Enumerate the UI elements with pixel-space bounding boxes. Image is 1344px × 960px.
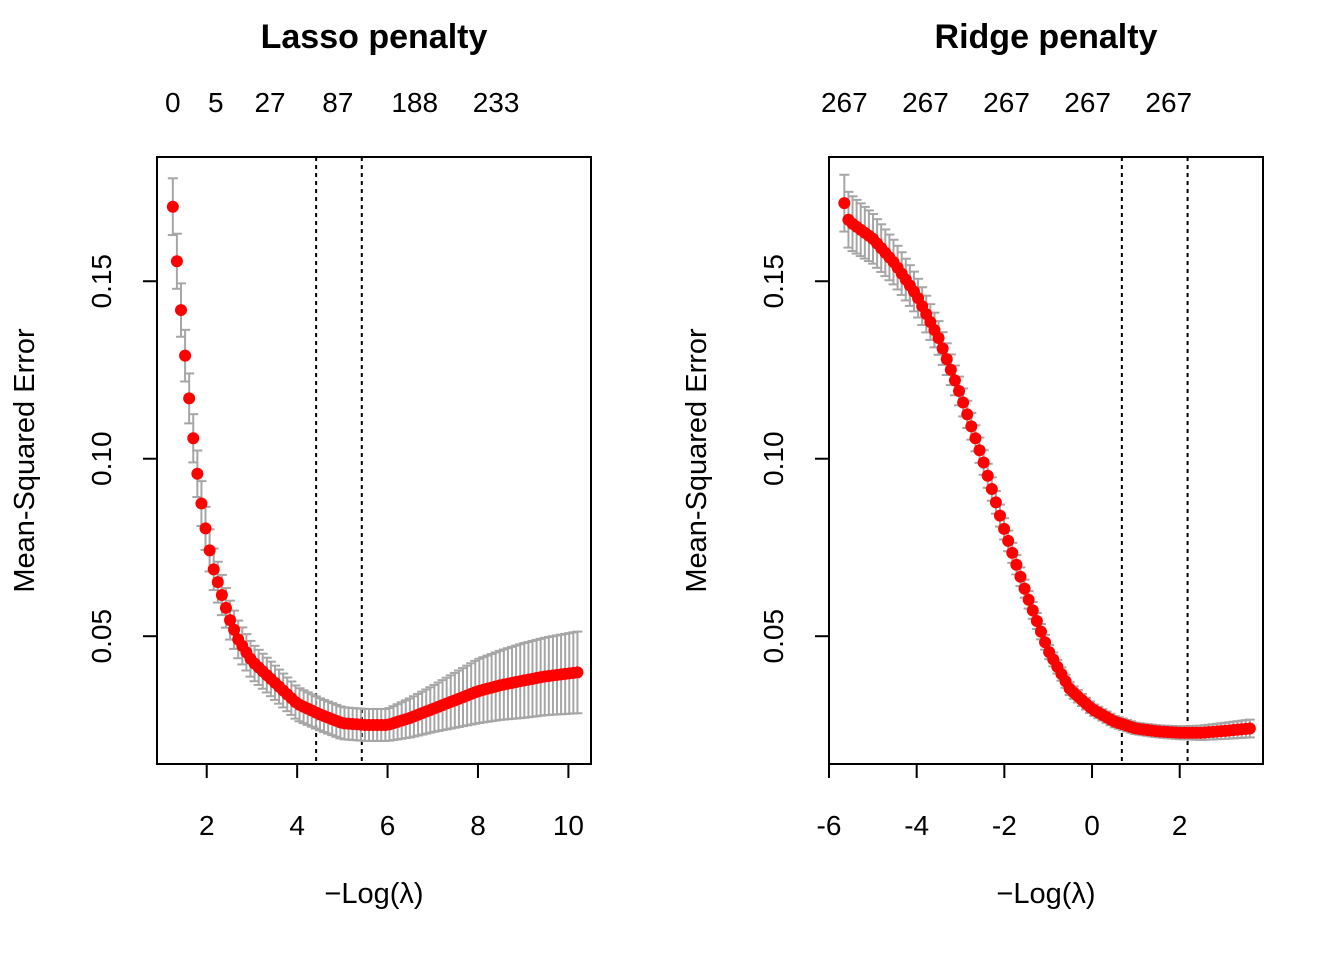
cv-point (998, 522, 1011, 535)
x-tick-label: -6 (817, 810, 842, 841)
chart-title: Lasso penalty (261, 18, 488, 56)
top-axis-label: 267 (1145, 87, 1192, 118)
y-tick-label: 0.10 (758, 431, 789, 486)
top-axis-label: 267 (983, 87, 1030, 118)
cv-point (203, 544, 216, 557)
cv-point (981, 469, 994, 482)
cv-point (948, 374, 961, 387)
x-tick-label: 10 (553, 810, 584, 841)
top-axis-label: 0 (165, 87, 181, 118)
top-axis-label: 27 (254, 87, 285, 118)
cv-point (953, 384, 966, 397)
x-axis-label-main: Log(λ) (341, 878, 423, 910)
x-tick-label: 6 (380, 810, 396, 841)
cv-point (166, 200, 179, 213)
y-tick-label: 0.10 (86, 431, 117, 486)
top-axis-label: 267 (1064, 87, 1111, 118)
y-tick-label: 0.15 (86, 254, 117, 309)
x-tick-label: 8 (470, 810, 486, 841)
cv-point (977, 456, 990, 469)
cv-point (195, 497, 208, 510)
cv-point (228, 623, 241, 636)
cv-point (940, 353, 953, 366)
y-tick-label: 0.05 (86, 609, 117, 664)
top-axis-label: 267 (902, 87, 949, 118)
x-tick-label: 4 (289, 810, 305, 841)
chart-title: Ridge penalty (935, 18, 1158, 56)
top-axis-label: 188 (391, 87, 438, 118)
cv-point (969, 432, 982, 445)
cv-point (174, 304, 187, 317)
cv-point (1018, 582, 1031, 595)
cv-point (1010, 558, 1023, 571)
cv-point (224, 614, 237, 627)
cv-point (211, 576, 224, 589)
cv-point (1243, 722, 1256, 735)
cv-point (219, 601, 232, 614)
cv-point (957, 396, 970, 409)
x-tick-label: 2 (199, 810, 215, 841)
x-axis-label-main: Log(λ) (1013, 878, 1095, 910)
x-tick-label: 2 (1172, 810, 1188, 841)
y-axis-label: Mean-Squared Error (9, 328, 41, 593)
error-bars (167, 177, 583, 742)
top-axis-label: 87 (322, 87, 353, 118)
cv-point (191, 467, 204, 480)
cv-points (166, 200, 584, 731)
cv-point (1022, 593, 1035, 606)
cv-point (961, 408, 974, 421)
cv-point (993, 509, 1006, 522)
y-tick-label: 0.05 (758, 609, 789, 664)
ridge-panel: Ridge penalty 267 267 267 267 267 -6 -4 -2 0 2 0.05… (681, 18, 1264, 910)
x-axis-label: −Log(λ) (996, 878, 1095, 910)
cv-point (985, 483, 998, 496)
cv-point (1014, 570, 1027, 583)
cv-point (187, 432, 200, 445)
cv-point (183, 392, 196, 405)
cv-point (965, 420, 978, 433)
cv-point (1006, 546, 1019, 559)
cv-point (944, 363, 957, 376)
x-tick-label: -4 (904, 810, 929, 841)
y-axis-label: Mean-Squared Error (681, 328, 713, 593)
cv-point (838, 197, 851, 210)
cv-point (932, 331, 945, 344)
cv-point (1026, 604, 1039, 617)
x-axis-label: −Log(λ) (324, 878, 423, 910)
cv-point (170, 255, 183, 268)
lasso-panel: Lasso penalty 0 5 27 87 188 233 2 4 6 8 10 0.05 0.10 0… (9, 18, 592, 910)
top-axis-label: 233 (473, 87, 520, 118)
cv-point (1034, 625, 1047, 638)
plot-frame (156, 156, 592, 765)
cv-point (571, 666, 584, 679)
x-axis-label-prefix: − (996, 878, 1013, 910)
cv-point (936, 342, 949, 355)
x-axis-label-prefix: − (324, 878, 341, 910)
cv-point (179, 349, 192, 362)
top-axis-label: 5 (208, 87, 224, 118)
top-axis-label: 267 (821, 87, 868, 118)
cv-point (989, 496, 1002, 509)
y-tick-label: 0.15 (758, 254, 789, 309)
cv-points (838, 197, 1256, 739)
x-tick-label: -2 (992, 810, 1017, 841)
cv-point (1030, 615, 1043, 628)
cv-point (973, 444, 986, 457)
cv-point (199, 522, 212, 535)
cv-point (1039, 636, 1052, 649)
cv-point (215, 589, 228, 602)
cv-point (207, 563, 220, 576)
cv-point (1002, 534, 1015, 547)
x-tick-label: 0 (1084, 810, 1100, 841)
